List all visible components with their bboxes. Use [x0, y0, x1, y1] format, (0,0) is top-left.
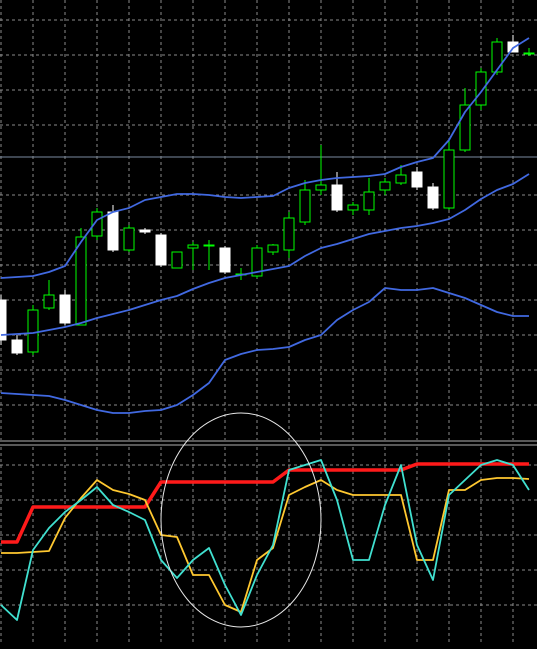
candle-body [139, 229, 151, 233]
candle-body [395, 174, 407, 184]
oscillator-panel [0, 447, 537, 645]
candle-body [523, 52, 535, 55]
candle-body [315, 184, 327, 191]
candle-body [267, 244, 279, 253]
candle-body [0, 299, 7, 341]
candle-body [475, 71, 487, 106]
series-line [0, 37, 530, 279]
candle-body [459, 104, 471, 151]
series-line [1, 477, 530, 613]
candle-body [171, 251, 183, 269]
candle-body [347, 204, 359, 211]
candle-body [155, 234, 167, 266]
candle-body [123, 227, 135, 251]
candle-body [187, 244, 199, 249]
candle-body [91, 211, 103, 237]
candle-body [411, 171, 423, 188]
candle-body [443, 149, 455, 209]
candle-body [299, 189, 311, 223]
candle-body [219, 247, 231, 273]
series-line [0, 459, 530, 621]
candle-body [11, 339, 23, 354]
candle-body [75, 236, 87, 326]
candle-body [59, 294, 71, 324]
series-line [1, 462, 529, 544]
candle-body [379, 181, 391, 191]
candle-body [27, 309, 39, 353]
candle-body [203, 244, 215, 247]
highlight-ellipse [160, 412, 322, 628]
candle-body [43, 294, 55, 309]
price-panel [0, 0, 537, 440]
candle-body [491, 41, 503, 73]
candle-body [107, 211, 119, 251]
series-line [0, 287, 529, 414]
candle-body [331, 184, 343, 211]
candle-body [427, 186, 439, 209]
series-line [0, 173, 530, 336]
candle-body [283, 217, 295, 251]
candle-body [251, 247, 263, 277]
candle-body [363, 191, 375, 211]
